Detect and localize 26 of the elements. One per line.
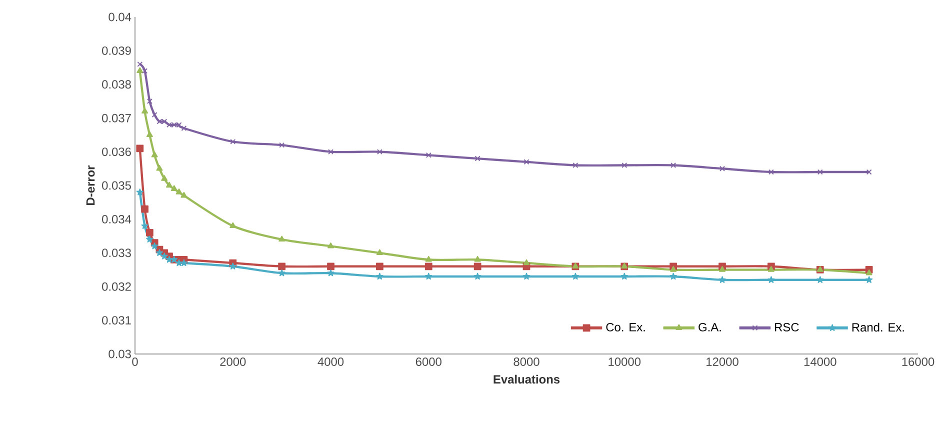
y-tick-label: 0.034 [102, 214, 132, 224]
y-tick-label: 0.036 [102, 148, 131, 156]
legend-label: Co. Ex. [606, 322, 645, 332]
y-tick-label: 0.038 [102, 80, 131, 89]
y-tick-label: 0.033 [102, 248, 131, 258]
y-tick-label: 0.04 [108, 12, 132, 22]
y-tick-label: 0.032 [102, 282, 131, 291]
x-tick-label: 12000 [706, 358, 738, 366]
x-tick-label: 6000 [416, 358, 442, 366]
x-tick-label: 4000 [318, 358, 344, 366]
y-tick-label: 0.031 [102, 316, 131, 325]
x-tick-label: 14000 [804, 358, 836, 366]
x-axis-title: Evaluations [494, 374, 560, 384]
x-tick-label: 10000 [608, 358, 641, 366]
y-tick-label: 0.037 [102, 114, 131, 122]
x-tick-label: 0 [132, 358, 138, 366]
legend-label: G.A. [698, 322, 721, 332]
y-tick-label: 0.035 [102, 181, 131, 190]
x-tick-label: 8000 [514, 358, 540, 366]
y-tick-label: 0.039 [102, 46, 131, 55]
y-tick-label: 0.03 [108, 350, 131, 358]
x-tick-label: 16000 [902, 358, 934, 366]
legend-label: Rand. Ex. [852, 322, 904, 332]
x-tick-label: 2000 [220, 358, 246, 366]
y-axis-title: D-error [86, 165, 95, 205]
legend-label: RSC [775, 322, 799, 332]
